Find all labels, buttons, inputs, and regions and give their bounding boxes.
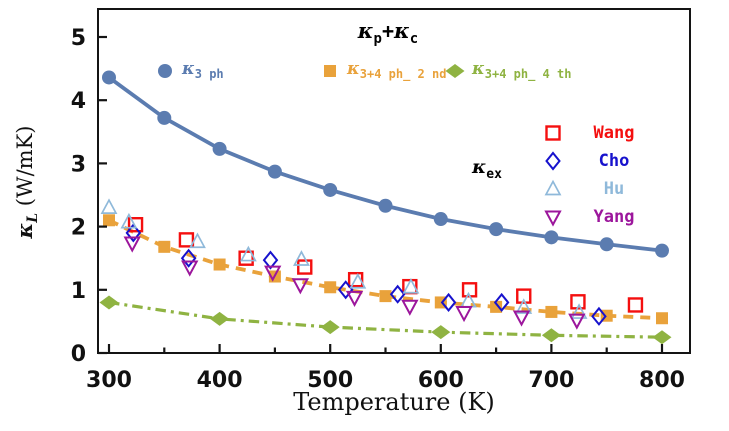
svg-text:400: 400 (197, 368, 243, 393)
kappa-3ph-label: κ3 ph (182, 59, 224, 82)
legend-item-hu: Hu (541, 177, 651, 201)
legend-item-kappa-3+4ph-2nd: κ3+4 ph_ 2 nd (318, 59, 446, 83)
y-axis-label: κL (W/mK) (12, 125, 42, 239)
title-sub-p: p (373, 31, 382, 47)
axis-tick-labels: 300 400 500 600 700 800 0 1 2 3 4 5 (71, 26, 685, 393)
kappa-3+4ph-2nd-square-icon (324, 65, 336, 77)
svg-text:300: 300 (86, 368, 132, 393)
cho-label: Cho (598, 150, 630, 171)
hu-label: Hu (603, 178, 625, 199)
series-hu (100, 198, 588, 319)
cho-diamond-icon (545, 151, 561, 171)
svg-text:500: 500 (307, 368, 353, 393)
svg-text:5: 5 (71, 26, 86, 51)
svg-text:0: 0 (71, 342, 86, 367)
axis-ticks (98, 35, 664, 355)
wang-label: Wang (593, 122, 635, 143)
x-axis-label: Temperature (K) (293, 388, 495, 416)
svg-text:3: 3 (71, 152, 86, 177)
title-kappa-c: κ (394, 18, 410, 43)
title-kappa-p: κ (357, 18, 374, 43)
svg-text:2: 2 (71, 216, 86, 241)
title-plus: + (381, 19, 395, 43)
legend-item-wang: Wang (541, 121, 651, 145)
series-line-kappa-3+4ph-4th (108, 300, 663, 339)
svg-text:600: 600 (418, 368, 464, 393)
legend-item-kappa-3ph: κ3 ph (153, 59, 224, 83)
yang-triangle-down-icon (544, 210, 562, 227)
legend-item-yang: Yang (541, 205, 651, 229)
plot-frame (97, 8, 691, 354)
kappa-3+4ph-4th-diamond-icon (445, 64, 465, 78)
series-markers-kappa-3ph (102, 70, 669, 258)
kappa-3ph-circle-icon (158, 64, 172, 78)
chart-title: κp+κc (278, 20, 498, 46)
wang-square-icon (545, 125, 561, 141)
svg-text:700: 700 (528, 368, 574, 393)
title-sub-c: c (409, 31, 419, 47)
kappa-3+4ph-4th-label: κ3+4 ph_ 4 th (472, 59, 572, 82)
hu-triangle-up-icon (544, 179, 562, 196)
svg-text:1: 1 (71, 279, 86, 304)
legend-item-cho: Cho (541, 149, 651, 173)
series-cho (125, 223, 607, 326)
svg-text:4: 4 (71, 89, 86, 114)
legend-item-kappa-3+4ph-4th: κ3+4 ph_ 4 th (443, 59, 571, 83)
yang-label: Yang (593, 206, 635, 227)
series-yang (123, 236, 586, 330)
kappa-3+4ph-2nd-label: κ3+4 ph_ 2 nd (347, 59, 447, 82)
svg-text:800: 800 (639, 368, 685, 393)
series-markers-kappa-3+4ph-4th (99, 295, 672, 345)
kappa-ex-label: κex (472, 156, 502, 182)
